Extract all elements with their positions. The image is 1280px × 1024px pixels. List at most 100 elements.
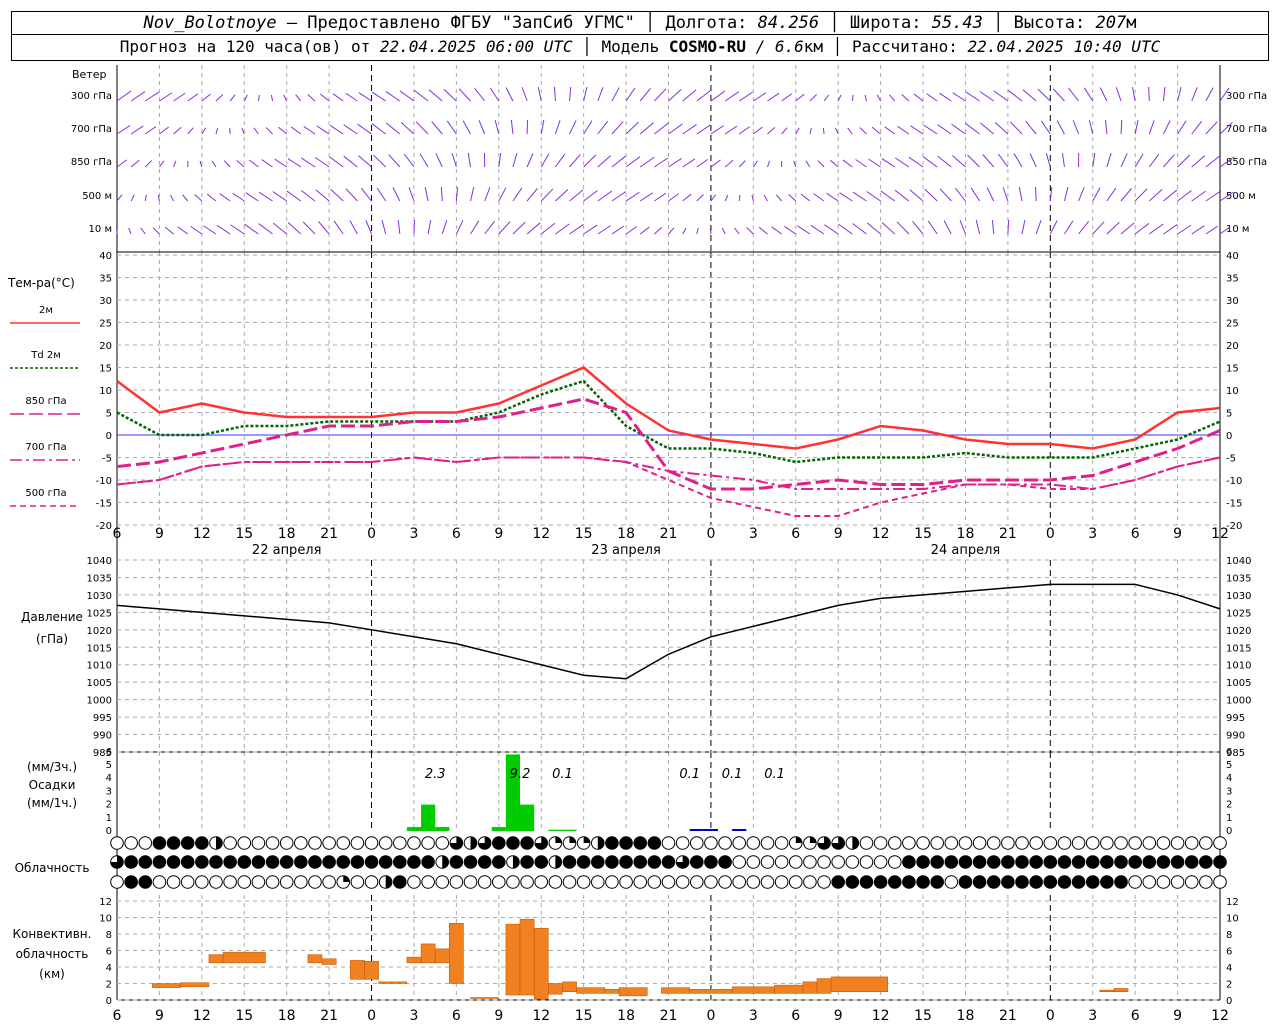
hour-tick-label: 3 [749, 1008, 758, 1024]
cloud-cover-fill [860, 875, 873, 889]
wind-barb [654, 157, 669, 168]
alt-label: Высота: [1013, 13, 1086, 33]
wind-barb [788, 194, 797, 202]
hour-tick-label: 6 [1131, 1008, 1140, 1024]
hour-tick-label: 21 [660, 526, 678, 542]
pressure-tick-label: 1000 [1226, 696, 1251, 707]
wind-barb [721, 227, 726, 235]
date-label: 24 апреля [931, 543, 1001, 558]
precip-total-label: 0.1 [552, 767, 573, 782]
wind-barb [116, 125, 131, 135]
cloud-cover-circle [195, 875, 209, 889]
temp-tick-label: 0 [106, 431, 112, 442]
wind-barb [888, 94, 896, 102]
cloud-cover-circle [152, 875, 167, 889]
station-name: Nov_Bolotnoye [143, 13, 277, 33]
cloud-cover-fill [852, 836, 859, 850]
conv-cloud-bar [152, 983, 181, 988]
cloud-cover-fill [563, 855, 576, 869]
cloud-cover-fill [795, 836, 803, 843]
conv-cloud-bar [1099, 989, 1115, 992]
wind-barb [1219, 191, 1234, 202]
wind-barb [182, 194, 189, 202]
wind-barb [512, 187, 523, 202]
hour-tick-label: 12 [532, 1008, 550, 1024]
cloud-cover-circle [364, 836, 379, 850]
wind-barb [724, 159, 734, 168]
wind-barb [868, 158, 881, 168]
hour-tick-label: 12 [193, 1008, 211, 1024]
wind-barb [498, 187, 507, 202]
wind-barb [385, 122, 401, 135]
cloud-cover-fill [945, 855, 958, 869]
hour-tick-label: 0 [706, 1008, 715, 1024]
cloud-cover-fill [676, 855, 689, 869]
cloud-cover-circle [746, 836, 761, 850]
wind-barb [1092, 187, 1101, 202]
temp-tick-label: 15 [99, 364, 112, 375]
wind-barb [413, 219, 415, 235]
wind-barb [316, 125, 330, 135]
hour-tick-label: 21 [999, 1008, 1017, 1024]
precip-bar [562, 829, 577, 831]
cloud-cover-circle [1071, 836, 1086, 850]
conv-tick-label: 0 [1226, 996, 1232, 1007]
wind-barb [682, 158, 696, 168]
pressure-tick-label: 990 [1226, 731, 1245, 742]
cloud-cover-fill [237, 855, 251, 869]
cloud-cover-fill [874, 875, 887, 889]
cloud-cover-fill [1185, 855, 1199, 869]
wind-barb [896, 221, 910, 235]
hour-tick-label: 15 [914, 526, 932, 542]
cloud-cover-fill [930, 855, 944, 869]
wind-barb [724, 91, 740, 102]
wind-barb [738, 160, 746, 168]
wind-barb [443, 88, 457, 102]
cloud-cover-circle [675, 875, 690, 889]
cloud-cover-fill [1142, 855, 1156, 869]
hour-tick-label: 0 [1046, 1008, 1055, 1024]
pressure-tick-label: 1015 [1226, 643, 1251, 654]
wind-barb [1149, 223, 1164, 235]
cloud-cover-fill [591, 855, 605, 869]
wind-barb [668, 227, 675, 235]
cloud-cover-circle [279, 875, 294, 889]
cloud-cover-fill [973, 855, 986, 869]
temp-tick-label: 30 [1226, 296, 1239, 307]
conv-tick-label: 8 [1226, 930, 1232, 941]
wind-barb [668, 88, 682, 102]
conv-tick-label: 6 [1226, 947, 1232, 958]
cloud-cover-circle [803, 855, 817, 869]
wind-barb [866, 191, 881, 202]
wind-barb [553, 86, 556, 102]
wind-barb [427, 219, 432, 235]
cloud-cover-fill [902, 875, 916, 889]
cloud-cover-circle [506, 875, 520, 889]
wind-barb [797, 225, 811, 235]
hour-tick-label: 9 [1173, 526, 1182, 542]
wind-barb [554, 153, 566, 168]
wind-barb [1205, 155, 1220, 168]
wind-barb [555, 223, 570, 235]
wind-barb [345, 188, 358, 202]
cloud-cover-fill [534, 855, 548, 869]
cloud-cover-circle [393, 836, 407, 850]
model-label: Модель [601, 37, 660, 56]
cloud-cover-fill [1100, 855, 1114, 869]
wind-barb [1009, 121, 1023, 135]
lon-value: 84.256 [757, 13, 820, 33]
wind-barb [201, 127, 207, 135]
wind-barb [1134, 222, 1150, 235]
precip-bar [548, 829, 563, 831]
wind-barb [979, 122, 995, 135]
wind-barb [253, 127, 259, 135]
cloud-cover-circle [1142, 875, 1157, 889]
wind-barb [177, 226, 188, 235]
wind-barb [512, 153, 518, 168]
cloud-cover-fill [1100, 875, 1114, 889]
wind-barb [997, 153, 1009, 168]
cloud-cover-circle [647, 875, 662, 889]
cloud-cover-circle [1029, 836, 1043, 850]
temp-tick-label: 35 [1226, 274, 1239, 285]
cloud-cover-circle [887, 836, 902, 850]
